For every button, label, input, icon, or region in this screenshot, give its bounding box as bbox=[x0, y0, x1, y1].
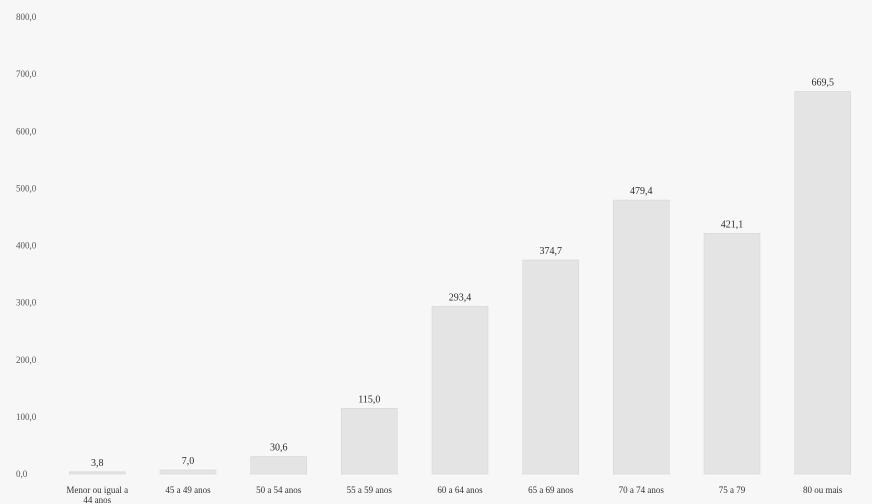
x-tick-label: 55 a 59 anos bbox=[347, 485, 393, 495]
bar bbox=[431, 306, 489, 475]
x-tick-label-line: 75 a 79 bbox=[719, 485, 746, 495]
x-tick-label: 65 a 69 anos bbox=[528, 485, 574, 495]
x-tick-label-line: 70 a 74 anos bbox=[619, 485, 665, 495]
data-label: 421,1 bbox=[721, 219, 744, 230]
data-label: 479,4 bbox=[630, 186, 653, 197]
bar bbox=[159, 469, 217, 475]
y-tick-label: 100,0 bbox=[16, 412, 37, 422]
data-label: 293,4 bbox=[449, 292, 472, 303]
x-tick-label-line: 50 a 54 anos bbox=[256, 485, 302, 495]
x-tick-label-line: 45 a 49 anos bbox=[165, 485, 211, 495]
x-tick-label: 45 a 49 anos bbox=[165, 485, 211, 495]
bar bbox=[612, 199, 670, 475]
data-label: 669,5 bbox=[811, 78, 834, 89]
data-label: 7,0 bbox=[182, 456, 195, 467]
bar bbox=[340, 407, 398, 475]
x-tick-label: Menor ou igual a 44 anos bbox=[66, 485, 128, 504]
x-tick-label-line: 80 ou mais bbox=[803, 485, 843, 495]
y-tick-label: 600,0 bbox=[16, 126, 37, 136]
x-tick-label-line: 55 a 59 anos bbox=[347, 485, 393, 495]
bar bbox=[794, 91, 852, 475]
data-labels: 3,8 7,0 30,6 115,0 293,4 374,7 479,4 421,1 669,5 bbox=[91, 78, 834, 469]
x-tick-label-line: 65 a 69 anos bbox=[528, 485, 574, 495]
bar bbox=[703, 233, 761, 475]
x-tick-label-line: Menor ou igual a bbox=[66, 485, 128, 495]
y-tick-label: 700,0 bbox=[16, 69, 37, 79]
y-tick-label: 800,0 bbox=[16, 12, 37, 22]
x-tick-label: 60 a 64 anos bbox=[437, 485, 483, 495]
bar bbox=[522, 259, 580, 475]
x-tick-label: 70 a 74 anos bbox=[619, 485, 665, 495]
x-tick-label: 80 ou mais bbox=[803, 485, 843, 495]
x-tick-label: 75 a 79 bbox=[719, 485, 746, 495]
y-tick-label: 0,0 bbox=[16, 469, 28, 479]
y-tick-label: 200,0 bbox=[16, 355, 37, 365]
y-tick-label: 500,0 bbox=[16, 183, 37, 193]
x-tick-label-line: 60 a 64 anos bbox=[437, 485, 483, 495]
data-label: 374,7 bbox=[539, 246, 562, 257]
data-label: 30,6 bbox=[270, 443, 288, 454]
x-axis: Menor ou igual a 44 anos 45 a 49 anos 50 a … bbox=[66, 485, 843, 504]
data-label: 3,8 bbox=[91, 458, 104, 469]
y-axis: 0,0 100,0 200,0 300,0 400,0 500,0 600,0 700,0 80… bbox=[16, 12, 37, 479]
x-tick-label-line: 44 anos bbox=[83, 495, 111, 504]
bar bbox=[250, 456, 307, 475]
bars bbox=[69, 91, 852, 475]
y-tick-label: 300,0 bbox=[16, 298, 37, 308]
x-tick-label: 50 a 54 anos bbox=[256, 485, 302, 495]
data-label: 115,0 bbox=[358, 394, 380, 405]
y-tick-label: 400,0 bbox=[16, 241, 37, 251]
bar bbox=[69, 471, 126, 475]
